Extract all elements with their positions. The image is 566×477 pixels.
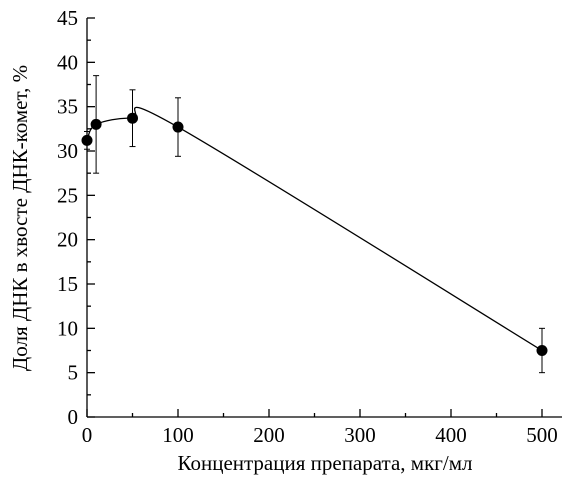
y-tick-label: 40 bbox=[57, 50, 78, 74]
x-tick-label: 0 bbox=[82, 423, 93, 447]
y-tick-label: 30 bbox=[57, 139, 78, 163]
data-point bbox=[90, 118, 102, 130]
y-tick-label: 25 bbox=[57, 183, 78, 207]
y-tick-label: 5 bbox=[68, 361, 79, 385]
series-line bbox=[86, 106, 543, 352]
x-tick-label: 200 bbox=[253, 423, 285, 447]
y-axis-title: Доля ДНК в хвосте ДНК-комет, % bbox=[8, 65, 32, 371]
x-tick-label: 300 bbox=[344, 423, 376, 447]
data-point bbox=[127, 112, 138, 124]
y-tick-label: 35 bbox=[57, 95, 78, 119]
plot-area bbox=[81, 75, 548, 374]
y-tick-label: 10 bbox=[57, 316, 78, 340]
x-ticks: 0 100 200 300 400 500 bbox=[82, 409, 558, 447]
y-tick-label: 15 bbox=[57, 272, 78, 296]
data-point bbox=[172, 121, 184, 133]
y-tick-label: 45 bbox=[57, 6, 78, 30]
y-tick-label: 20 bbox=[57, 228, 78, 252]
y-tick-label: 0 bbox=[68, 405, 79, 429]
y-ticks: 0 5 10 15 20 25 30 35 40 45 bbox=[57, 6, 95, 429]
data-point bbox=[536, 345, 548, 356]
x-tick-label: 500 bbox=[526, 423, 558, 447]
x-tick-label: 100 bbox=[162, 423, 194, 447]
data-point bbox=[81, 134, 93, 146]
x-tick-label: 400 bbox=[435, 423, 467, 447]
axes bbox=[86, 18, 562, 418]
x-axis-title: Концентрация препарата, мкг/мл bbox=[178, 451, 473, 475]
